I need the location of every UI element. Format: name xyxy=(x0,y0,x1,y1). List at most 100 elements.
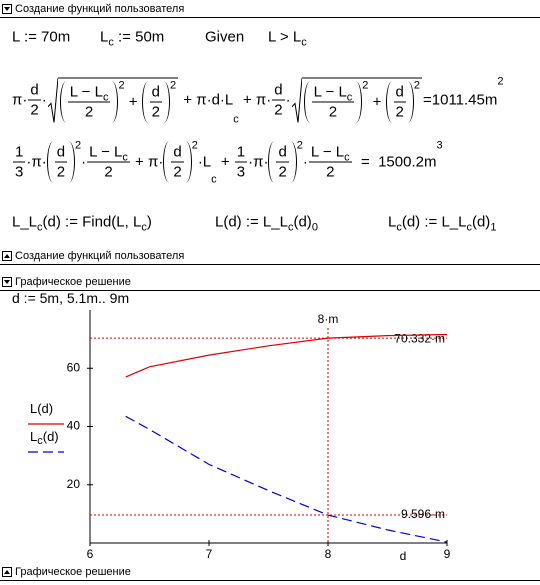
math-text: d xyxy=(56,143,66,161)
math-region: d := 5m, 5.1m.. 9m xyxy=(12,290,129,306)
superscript: 2 xyxy=(170,80,176,92)
subscript: c xyxy=(103,92,109,104)
superscript: 2 xyxy=(118,80,124,92)
math-text: 2 xyxy=(274,101,283,119)
math-text: 2 xyxy=(326,163,335,181)
numerator: d xyxy=(54,143,68,163)
math-text: · xyxy=(285,91,291,109)
series-line xyxy=(125,415,448,543)
subscript: 0 xyxy=(312,222,318,234)
math-text: c xyxy=(122,151,128,164)
math-text: c xyxy=(233,113,239,126)
math-text: 2 xyxy=(296,139,303,152)
subscript: c xyxy=(37,222,43,234)
math-text: 3 xyxy=(236,163,246,181)
subscript: c xyxy=(344,152,350,164)
marker-label: 8·m xyxy=(318,312,339,326)
subscript: 1 xyxy=(490,222,496,234)
subscript: c xyxy=(301,37,307,49)
math-text: c xyxy=(102,91,109,104)
math-text: 2 xyxy=(170,79,177,92)
subscript: c xyxy=(396,222,402,234)
denominator: 2 xyxy=(150,103,162,121)
math-text: 2 xyxy=(328,103,338,121)
math-text: c xyxy=(211,173,217,186)
subscript: c xyxy=(466,222,472,234)
left-paren xyxy=(46,141,53,183)
series-line xyxy=(125,333,448,378)
math-text: d xyxy=(173,143,182,161)
denominator: 2 xyxy=(55,163,67,181)
left-paren xyxy=(59,81,66,123)
region-footer[interactable]: Графическое решение xyxy=(0,566,540,581)
math-text: 2 xyxy=(30,101,39,119)
math-text: + π· xyxy=(238,91,272,109)
superscript: 2 xyxy=(192,140,198,152)
math-text: 3 xyxy=(15,163,24,181)
math-text: ·π· xyxy=(26,153,47,171)
math-text: + xyxy=(124,93,142,111)
left-paren xyxy=(303,81,310,123)
marker-label: 9.596·m xyxy=(401,507,445,521)
collapse-icon[interactable] xyxy=(2,277,12,287)
superscript: 2 xyxy=(497,76,503,88)
math-text: := 50m xyxy=(113,28,165,46)
math-text: L := 70m xyxy=(12,28,71,46)
math-text: ·L xyxy=(197,153,212,171)
math-text: 2 xyxy=(191,139,198,152)
math-text: c xyxy=(301,36,307,49)
expand-icon[interactable] xyxy=(2,251,12,261)
math-region: Given xyxy=(205,29,244,46)
math-text: 2 xyxy=(278,163,287,181)
right-paren xyxy=(356,81,363,123)
y-tick-label: 60 xyxy=(67,360,81,374)
math-text: 2 xyxy=(151,103,161,121)
math-text: (d) xyxy=(471,213,491,231)
math-text: d xyxy=(274,81,283,99)
region-header[interactable]: Создание функций пользователя xyxy=(0,3,540,18)
denominator: 3 xyxy=(235,163,247,181)
denominator: 2 xyxy=(102,163,114,181)
right-paren xyxy=(186,141,192,183)
math-text: + π·d·L xyxy=(179,91,234,109)
math-text: L > L xyxy=(268,28,302,46)
numerator: d xyxy=(393,84,406,103)
math-text: c xyxy=(141,221,147,234)
math-text: ·π· xyxy=(248,153,269,171)
region-header[interactable]: Графическое решение xyxy=(0,276,540,291)
math-text: ) xyxy=(146,213,152,231)
subscript: c xyxy=(141,222,147,234)
math-text: L − L xyxy=(89,143,123,161)
math-text: c xyxy=(37,435,43,447)
math-text: d xyxy=(278,143,287,161)
region-title: Графическое решение xyxy=(15,276,131,288)
math-text: 2 xyxy=(56,163,66,181)
x-tick-label: 6 xyxy=(87,547,94,561)
left-paren xyxy=(268,141,274,183)
expand-icon[interactable] xyxy=(2,567,12,577)
right-paren xyxy=(291,141,297,183)
math-text: L_L xyxy=(12,213,38,231)
collapse-icon[interactable] xyxy=(2,4,12,14)
region-title: Создание функций пользователя xyxy=(15,3,185,15)
denominator: 2 xyxy=(327,103,339,121)
region-footer[interactable]: Создание функций пользователя xyxy=(0,250,540,265)
